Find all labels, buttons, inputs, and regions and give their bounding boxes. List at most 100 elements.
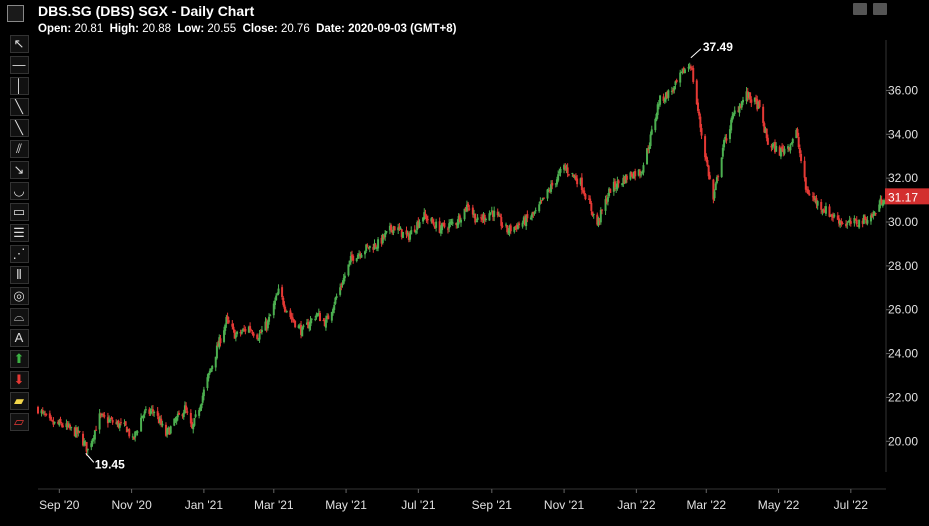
candle-body (157, 416, 160, 424)
candle-body (50, 416, 53, 420)
candle-body (773, 142, 776, 153)
candle-body (264, 321, 267, 331)
candle-body (73, 427, 76, 437)
low-marker-label: 19.45 (95, 457, 125, 471)
candle-body (109, 419, 112, 421)
highlighter-tool[interactable]: ▰ (7, 390, 31, 411)
candle-body (44, 413, 47, 415)
x-tick-label: Nov '20 (111, 498, 152, 512)
candle-body (630, 171, 633, 177)
candle-body (674, 81, 677, 86)
candle-body (95, 429, 98, 431)
last-price-label: 31.17 (888, 190, 918, 204)
candle-body (244, 329, 247, 332)
candle-body (468, 208, 471, 210)
candle-body (201, 395, 204, 403)
candle-body (849, 221, 852, 224)
ray-line-tool[interactable]: ╲ (7, 117, 31, 138)
candle-body (169, 426, 172, 434)
candle-body (763, 123, 766, 133)
candle-body (614, 181, 617, 188)
candle-body (347, 264, 350, 276)
candle-body (76, 427, 79, 434)
candle-body (790, 143, 793, 145)
candle-body (750, 99, 753, 103)
candle-body (667, 90, 670, 98)
x-tick-label: May '21 (325, 498, 367, 512)
candle-body (83, 441, 86, 446)
expand-icon[interactable] (7, 5, 24, 22)
candle-body (540, 200, 543, 202)
x-tick-label: Jan '22 (617, 498, 656, 512)
candle-body (282, 297, 285, 305)
candle-body (482, 215, 485, 220)
candle-body (239, 332, 242, 334)
candle-body (706, 160, 709, 167)
candle-body (532, 211, 535, 215)
fibonacci-time-tool[interactable]: ⦀ (7, 264, 31, 285)
candle-body (323, 319, 326, 327)
cursor-tool[interactable]: ↖ (7, 33, 31, 54)
candle-body (816, 201, 819, 206)
candle-body (481, 217, 484, 221)
candle-body (807, 189, 810, 195)
candle-body (649, 134, 652, 147)
fibonacci-time-icon: ⦀ (9, 265, 29, 284)
trend-line-tool[interactable]: ╲ (7, 96, 31, 117)
candle-body (775, 145, 778, 152)
text-tool[interactable]: A (7, 327, 31, 348)
candle-body (516, 224, 519, 230)
candle-body (507, 231, 510, 233)
print-icon[interactable] (873, 3, 887, 15)
vertical-line-tool[interactable]: │ (7, 75, 31, 96)
candle-body (869, 215, 872, 222)
y-tick-label: 28.00 (888, 259, 918, 273)
rectangle-tool[interactable]: ▭ (7, 201, 31, 222)
candle-body (269, 315, 272, 317)
fibonacci-arcs-tool[interactable]: ⌓ (7, 306, 31, 327)
circles-tool[interactable]: ◎ (7, 285, 31, 306)
candle-body (390, 225, 393, 231)
candle-body (100, 414, 103, 416)
arc-tool[interactable]: ◡ (7, 180, 31, 201)
candle-body (272, 303, 275, 316)
eraser-tool[interactable]: ▱ (7, 411, 31, 432)
fan-tool[interactable]: ⋰ (7, 243, 31, 264)
candle-body (566, 167, 569, 174)
parallel-channel-tool[interactable]: ⫽ (7, 138, 31, 159)
sell-arrow-tool[interactable]: ⬇ (7, 369, 31, 390)
candle-body (770, 145, 773, 148)
horizontal-line-tool[interactable]: — (7, 54, 31, 75)
arrow-line-tool[interactable]: ↘ (7, 159, 31, 180)
image-icon[interactable] (853, 3, 867, 15)
candle-body (82, 433, 85, 446)
candle-body (646, 148, 649, 165)
candle-body (811, 196, 814, 198)
candle-body (156, 411, 159, 416)
y-tick-label: 26.00 (888, 303, 918, 317)
candle-body (86, 448, 89, 451)
candle-body (84, 441, 87, 443)
candle-body (103, 415, 106, 417)
candle-body (74, 427, 77, 438)
candle-body (327, 315, 330, 320)
candle-body (847, 221, 850, 223)
candle-body (813, 195, 816, 200)
candle-body (446, 228, 449, 230)
candle-body (509, 225, 512, 232)
candle-body (567, 174, 570, 176)
candle-body (241, 329, 244, 331)
open-label: Open: (38, 23, 72, 35)
candle-body (450, 221, 453, 223)
sell-arrow-icon: ⬇ (9, 370, 29, 389)
candle-body (218, 337, 221, 348)
buy-arrow-tool[interactable]: ⬆ (7, 348, 31, 369)
candle-body (480, 217, 483, 219)
candle-body (128, 429, 131, 437)
candle-body (764, 129, 767, 133)
candle-body (612, 181, 615, 192)
candle-body (783, 148, 786, 154)
fibonacci-retracement-tool[interactable]: ☰ (7, 222, 31, 243)
candle-body (572, 174, 575, 177)
candle-body (430, 218, 433, 222)
